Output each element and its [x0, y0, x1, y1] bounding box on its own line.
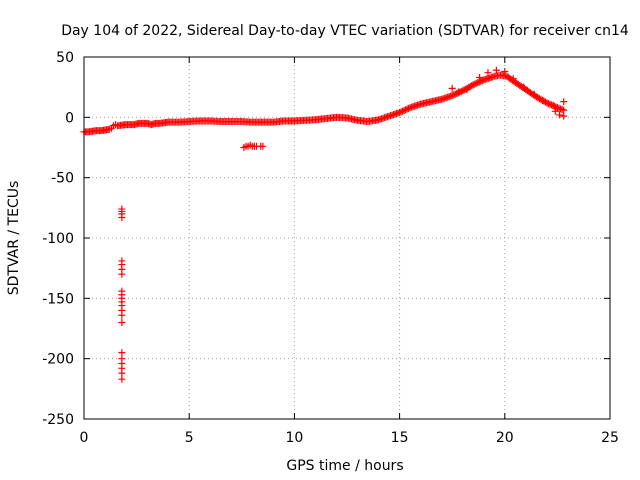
data-point	[403, 105, 411, 113]
x-tick-label: 15	[391, 430, 409, 446]
data-point	[118, 369, 126, 377]
data-point	[556, 111, 564, 119]
data-point	[448, 84, 456, 92]
y-tick-label: -200	[42, 352, 74, 368]
data-point	[397, 108, 405, 116]
data-point	[557, 105, 565, 113]
data-point	[402, 106, 410, 114]
data-point	[455, 88, 463, 96]
data-point	[468, 82, 476, 90]
data-point	[118, 375, 126, 383]
data-point	[463, 86, 471, 94]
x-tick-label: 0	[80, 430, 89, 446]
data-point	[396, 109, 404, 117]
y-axis-label: SDTVAR / TECUs	[6, 181, 22, 296]
data-point	[466, 82, 474, 90]
x-tick-label: 10	[285, 430, 303, 446]
data-point	[400, 106, 408, 114]
data-point	[459, 87, 467, 95]
y-tick-label: -100	[42, 231, 74, 247]
data-point	[448, 92, 456, 100]
data-point	[474, 79, 482, 87]
data-point	[118, 318, 126, 326]
data-point	[118, 311, 126, 319]
y-tick-label: 0	[65, 110, 74, 126]
data-point	[501, 67, 509, 75]
data-point	[555, 104, 563, 112]
data-point	[399, 107, 407, 115]
data-point	[118, 349, 126, 357]
data-point	[543, 99, 551, 107]
data-point	[492, 66, 500, 74]
x-tick-label: 5	[185, 430, 194, 446]
data-point	[472, 79, 480, 87]
data-point	[534, 94, 542, 102]
x-tick-label: 20	[496, 430, 514, 446]
y-tick-label: -250	[42, 412, 74, 428]
data-point	[509, 75, 517, 83]
data-point	[118, 213, 126, 221]
x-tick-label: 25	[601, 430, 619, 446]
data-point	[484, 69, 492, 77]
data-point	[476, 74, 484, 82]
data-point	[405, 104, 413, 112]
data-point	[549, 101, 557, 109]
data-point	[259, 142, 267, 150]
grid	[84, 57, 610, 419]
data-point	[544, 100, 552, 108]
data-point	[560, 106, 568, 114]
data-point	[471, 80, 479, 88]
plot-frame	[83, 56, 611, 420]
data-point	[469, 81, 477, 89]
data-point	[550, 102, 558, 110]
y-tick-label: -50	[51, 171, 74, 187]
data-point	[450, 91, 458, 99]
data-point	[560, 98, 568, 106]
data-point	[551, 107, 559, 115]
data-point	[560, 112, 568, 120]
x-axis-label: GPS time / hours	[286, 458, 403, 474]
data-point	[520, 83, 528, 91]
axis-ticks	[83, 56, 611, 420]
data-point	[530, 90, 538, 98]
data-point	[540, 97, 548, 105]
chart-title: Day 104 of 2022, Sidereal Day-to-day VTE…	[61, 23, 629, 39]
data-point	[539, 96, 547, 104]
data-point	[118, 270, 126, 278]
tick-labels: 0 5 10 15 20 25 50 0 -50 -100 -150 -200 -250	[42, 50, 619, 446]
y-tick-label: 50	[56, 50, 74, 66]
data-point	[546, 100, 554, 108]
y-tick-label: -150	[42, 291, 74, 307]
data-point	[553, 104, 561, 112]
data-point	[558, 105, 566, 113]
data-points	[80, 66, 568, 383]
data-point	[477, 77, 485, 85]
